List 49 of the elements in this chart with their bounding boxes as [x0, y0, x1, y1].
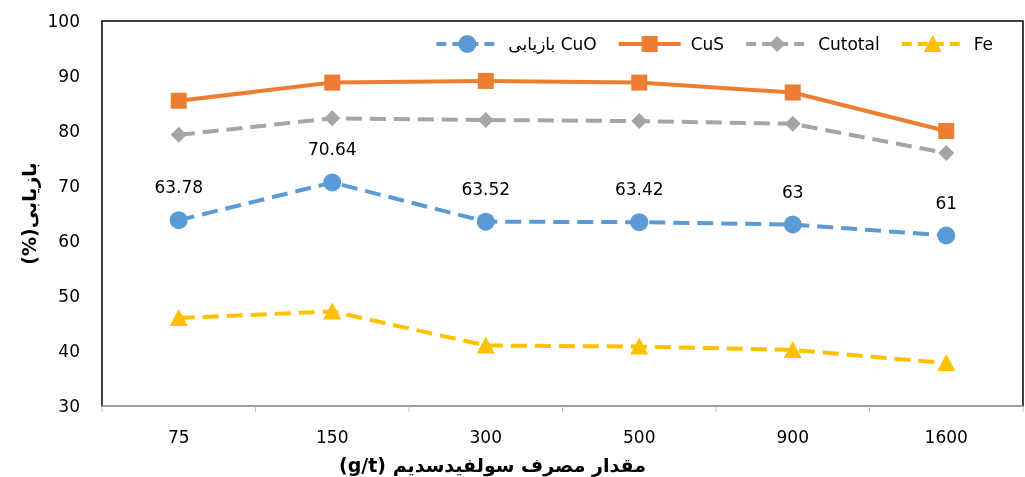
legend-label: Fe	[973, 34, 993, 54]
y-tick-label: 50	[58, 286, 80, 306]
data-label: 63.52	[461, 178, 511, 199]
point	[476, 212, 495, 231]
point	[631, 113, 648, 130]
point	[784, 84, 801, 101]
x-tick-label: 300	[469, 427, 502, 447]
point	[476, 336, 495, 354]
point	[784, 115, 801, 132]
y-tick-label: 60	[58, 231, 80, 251]
point	[937, 354, 956, 372]
x-tick-label: 900	[776, 427, 809, 447]
point	[324, 74, 341, 91]
point	[169, 309, 188, 326]
legend-label: CuS	[690, 34, 725, 54]
legend-label: بازیابی CuO	[508, 34, 597, 54]
point	[631, 74, 648, 91]
y-axis-title: بازیابی(%)	[18, 162, 41, 265]
point	[630, 337, 649, 355]
data-label: 61	[935, 192, 958, 213]
point	[783, 340, 802, 358]
x-tick-label: 500	[623, 427, 656, 447]
data-label: 63	[781, 181, 804, 202]
point	[938, 145, 955, 161]
y-tick-label: 80	[58, 121, 80, 141]
point	[170, 92, 187, 109]
data-label: 63.42	[614, 179, 664, 200]
point	[170, 126, 187, 143]
x-axis-title: مقدار مصرف سولفیدسدیم (g/t)	[339, 454, 646, 477]
point	[938, 123, 955, 139]
data-label: 63.78	[154, 177, 204, 198]
x-tick-label: 1600	[924, 427, 968, 447]
point	[323, 173, 342, 192]
y-tick-label: 70	[58, 176, 80, 196]
y-tick-label: 40	[58, 341, 80, 361]
x-tick-label: 150	[316, 427, 349, 447]
point	[630, 213, 649, 232]
point	[323, 302, 342, 320]
data-label: 70.64	[307, 139, 357, 160]
y-tick-label: 90	[58, 66, 80, 86]
y-tick-label: 100	[47, 11, 80, 31]
point	[477, 72, 494, 89]
point	[937, 226, 956, 245]
point	[169, 211, 188, 230]
legend-label: Cutotal	[818, 34, 880, 54]
point	[783, 215, 802, 234]
x-tick-label: 75	[167, 427, 190, 447]
point	[324, 110, 341, 127]
y-tick-label: 30	[58, 396, 80, 416]
